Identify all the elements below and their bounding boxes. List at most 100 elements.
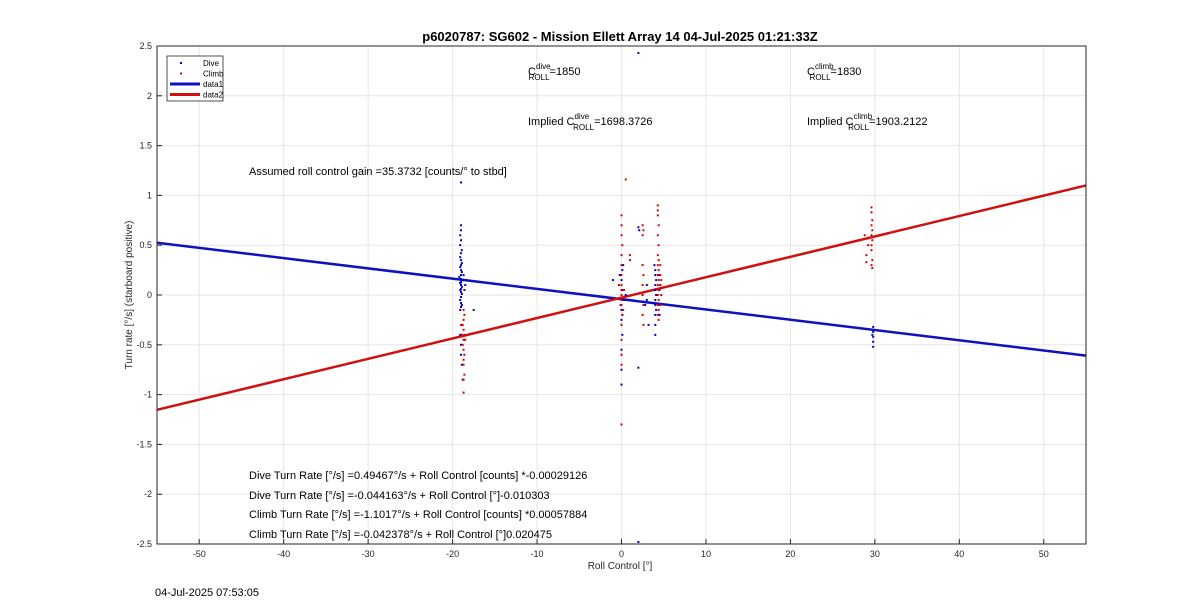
data-point-climb [656, 209, 659, 212]
data-point-climb [657, 308, 660, 311]
data-point-climb [656, 204, 659, 207]
data-point-dive [871, 333, 874, 336]
data-point-climb [863, 234, 866, 237]
data-point-climb [642, 229, 645, 232]
data-point-dive [654, 298, 657, 301]
data-point-dive [460, 224, 463, 227]
data-point-climb [628, 259, 631, 262]
data-point-climb [657, 224, 660, 227]
data-point-climb [659, 274, 662, 277]
data-point-dive [459, 298, 462, 301]
x-tick-label: 20 [785, 549, 795, 559]
x-tick-label: 30 [870, 549, 880, 559]
data-point-dive [638, 229, 641, 232]
data-point-climb [461, 343, 464, 346]
data-point-climb [620, 289, 623, 292]
data-point-dive [460, 229, 463, 232]
data-point-climb [659, 284, 662, 287]
data-point-climb [657, 279, 660, 282]
data-point-climb [620, 294, 623, 296]
legend-marker-climb [180, 72, 182, 75]
data-point-climb [656, 274, 659, 277]
data-point-dive [462, 274, 465, 277]
data-point-dive [644, 303, 647, 306]
data-point-dive [624, 294, 627, 296]
x-tick-label: -20 [446, 549, 459, 559]
data-point-dive [460, 249, 463, 252]
data-point-dive [465, 279, 468, 282]
data-point-climb [617, 284, 620, 287]
data-point-dive [655, 279, 658, 282]
data-point-climb [657, 259, 660, 262]
roll-control-gain: Assumed roll control gain =35.3732 [coun… [249, 166, 507, 178]
legend-label-climb: Climb [203, 70, 224, 79]
data-point-climb [461, 323, 464, 326]
data-point-climb [620, 254, 623, 257]
data-point-climb [656, 254, 659, 257]
legend-marker-dive [180, 62, 182, 64]
legend-label-data1: data1 [203, 80, 224, 89]
data-point-climb [656, 234, 659, 237]
data-point-dive [612, 279, 615, 282]
y-tick-label: -0.5 [136, 340, 152, 350]
data-point-climb [656, 313, 659, 316]
data-point-climb [865, 261, 868, 264]
data-point-climb [642, 323, 645, 326]
data-point-dive [654, 274, 657, 277]
data-point-climb [623, 289, 626, 292]
dive-fit-counts: Dive Turn Rate [°/s] =0.49467°/s + Roll … [249, 470, 587, 482]
data-point-dive [654, 269, 657, 272]
annotations: Cdive ROLL=1850 Cclimb ROLL=1830 Implied C… [249, 62, 927, 541]
data-point-dive [459, 256, 462, 259]
data-point-climb [624, 178, 627, 181]
data-point-dive [622, 264, 625, 267]
data-point-climb [462, 391, 465, 394]
y-axis-ticks: -2.5 -2 -1.5 -1 -0.5 0 0.5 1 1.5 2 2.5 [136, 41, 162, 549]
data-point-dive [655, 294, 658, 296]
data-point-climb [870, 211, 873, 214]
data-point-dive [645, 284, 648, 287]
x-tick-label: -30 [362, 549, 375, 559]
data-point-dive [872, 330, 875, 333]
data-point-dive [459, 234, 462, 237]
data-point-climb [620, 264, 623, 267]
data-point-climb [865, 254, 868, 257]
data-point-climb [657, 244, 660, 247]
implied-c-dive-roll: Implied Cdive ROLL=1698.3726 [528, 112, 652, 132]
data-point-climb [870, 264, 873, 267]
data-point-climb [460, 323, 463, 326]
data-point-climb [641, 284, 644, 287]
x-tick-label: 40 [954, 549, 964, 559]
x-tick-label: 0 [619, 549, 624, 559]
data-point-dive [620, 318, 623, 321]
data-point-climb [867, 244, 870, 247]
data-point-dive [460, 181, 463, 184]
data-point-dive [654, 323, 657, 326]
data-point-climb [870, 224, 873, 227]
data-point-dive [872, 335, 875, 338]
data-point-dive [653, 264, 656, 267]
data-point-dive [654, 313, 657, 316]
x-axis-label: Roll Control [°] [588, 561, 653, 572]
data-point-climb [657, 289, 660, 292]
data-point-climb [460, 333, 463, 336]
data-point-dive [460, 264, 463, 267]
data-point-dive [620, 383, 623, 386]
data-point-climb [628, 254, 631, 257]
data-point-dive [654, 303, 657, 306]
data-point-dive [458, 276, 461, 279]
legend-label-dive: Dive [203, 59, 220, 68]
data-point-climb [871, 219, 874, 222]
y-tick-label: -2 [144, 489, 152, 499]
data-point-dive [872, 340, 875, 343]
data-point-climb [462, 318, 465, 321]
c-climb-roll: Cclimb ROLL=1830 [807, 62, 861, 82]
x-tick-label: -50 [193, 549, 206, 559]
y-tick-label: 0.5 [139, 240, 152, 250]
data-point-climb [620, 338, 623, 341]
data-point-climb [871, 239, 874, 242]
data-point-climb [641, 234, 644, 237]
data-point-climb [622, 308, 625, 311]
legend-label-data2: data2 [203, 91, 224, 100]
